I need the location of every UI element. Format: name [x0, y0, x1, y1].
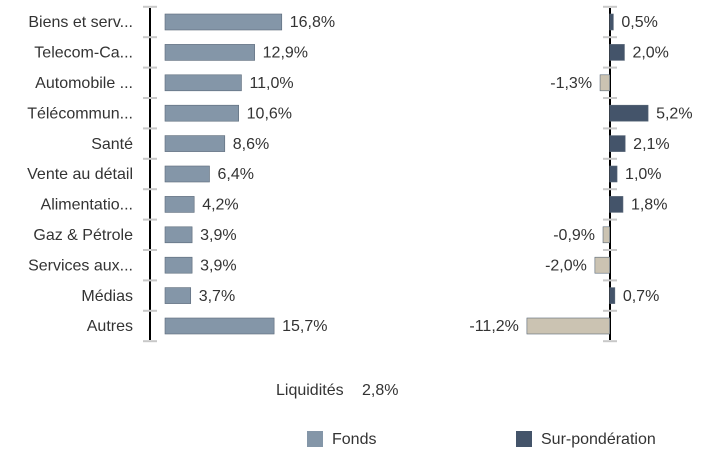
legend-label: Sur-pondération [541, 431, 656, 448]
bar [609, 135, 626, 152]
legend-label: Fonds [332, 431, 376, 448]
value-label: 8,6% [233, 136, 269, 153]
value-label: 16,8% [290, 14, 335, 31]
bar [594, 256, 610, 274]
category-label: Alimentatio... [41, 197, 133, 214]
bar [526, 317, 610, 335]
category-label: Médias [81, 288, 133, 305]
bar [609, 287, 616, 304]
bar [164, 13, 283, 31]
category-label: Gaz & Pétrole [33, 227, 133, 244]
category-label: Biens et serv... [28, 14, 133, 31]
value-label: -1,3% [550, 75, 592, 92]
value-label: 6,4% [217, 166, 253, 183]
bar [164, 165, 210, 183]
value-label: 11,0% [249, 75, 293, 92]
category-label: Vente au détail [27, 166, 133, 183]
bar [164, 256, 193, 274]
bar [164, 44, 255, 61]
value-label: 3,9% [200, 257, 236, 274]
value-label: 4,2% [202, 197, 238, 214]
bar [609, 196, 624, 213]
value-label: 0,5% [621, 14, 657, 31]
value-label: -0,9% [553, 227, 595, 244]
bar [602, 226, 610, 244]
value-label: 5,2% [656, 105, 692, 122]
category-label: Télécommun... [27, 105, 133, 122]
value-label: 2,0% [632, 45, 668, 62]
category-label: Services aux... [28, 257, 133, 274]
bar [164, 226, 193, 244]
value-label: 0,7% [623, 288, 659, 305]
value-label: 10,6% [247, 105, 292, 122]
bar [164, 135, 226, 152]
bar [164, 104, 239, 122]
value-label: 12,9% [263, 45, 308, 62]
value-label: 2,1% [633, 136, 669, 153]
legend-swatch [516, 431, 532, 447]
bar [609, 44, 625, 61]
bar [164, 74, 242, 92]
bar [609, 165, 618, 183]
cash-value: 2,8% [362, 382, 398, 399]
bar [164, 196, 195, 213]
bar [609, 13, 614, 31]
value-label: 3,9% [200, 227, 236, 244]
cash-label: Liquidités [276, 382, 344, 399]
bar [599, 74, 610, 92]
category-label: Telecom-Ca... [34, 45, 133, 62]
value-label: -2,0% [545, 257, 587, 274]
bar [609, 104, 649, 122]
category-label: Autres [87, 318, 133, 335]
value-label: -11,2% [469, 318, 519, 335]
bar [164, 317, 275, 335]
value-label: 3,7% [199, 288, 235, 305]
value-label: 1,8% [631, 197, 667, 214]
category-label: Automobile ... [35, 75, 133, 92]
value-label: 1,0% [625, 166, 661, 183]
legend-swatch [307, 431, 323, 447]
value-label: 15,7% [282, 318, 327, 335]
category-label: Santé [91, 136, 133, 153]
bar [164, 287, 192, 304]
